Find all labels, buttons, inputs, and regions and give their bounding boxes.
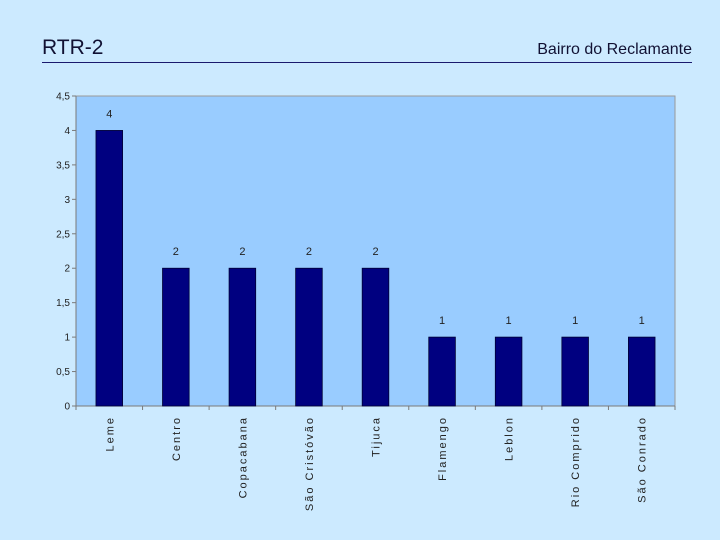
slide-code: RTR-2 [42, 36, 104, 59]
data-label: 2 [239, 246, 245, 258]
bar [494, 336, 523, 407]
slide-header: RTR-2 Bairro do Reclamante [42, 34, 692, 63]
y-tick-label: 4,5 [56, 92, 70, 103]
data-label: 2 [372, 246, 378, 258]
data-label: 4 [106, 108, 112, 120]
bar [628, 336, 656, 407]
data-label: 1 [439, 315, 445, 327]
y-tick-label: 0,5 [56, 367, 70, 378]
data-label: 2 [306, 246, 312, 258]
bar [95, 130, 123, 407]
y-tick-label: 3,5 [56, 160, 70, 171]
slide-subtitle: Bairro do Reclamante [537, 41, 692, 58]
bar [162, 267, 190, 407]
category-label: São Cristóvão [304, 416, 316, 511]
data-label: 1 [572, 315, 578, 327]
data-label: 2 [173, 246, 179, 258]
y-tick-label: 0 [64, 402, 70, 413]
y-tick-label: 4 [64, 126, 70, 137]
y-tick-label: 3 [64, 195, 70, 206]
bar [361, 267, 390, 407]
y-tick-label: 2,5 [56, 229, 70, 240]
category-label: Copacabana [237, 416, 249, 498]
y-tick-label: 2 [64, 264, 70, 275]
category-label: Rio Comprido [570, 416, 582, 507]
category-label: São Conrado [637, 416, 649, 503]
y-tick-label: 1,5 [56, 298, 70, 309]
bar [561, 336, 589, 407]
category-label: Tijuca [371, 416, 383, 457]
data-label: 1 [639, 315, 645, 327]
bar [228, 267, 257, 407]
data-label: 1 [506, 315, 512, 327]
category-label: Leblon [504, 416, 516, 461]
category-label: Flamengo [437, 416, 449, 481]
y-tick-label: 1 [64, 333, 70, 344]
bar [295, 267, 323, 407]
category-label: Leme [104, 416, 116, 452]
category-label: Centro [171, 416, 183, 461]
bar [428, 336, 456, 407]
